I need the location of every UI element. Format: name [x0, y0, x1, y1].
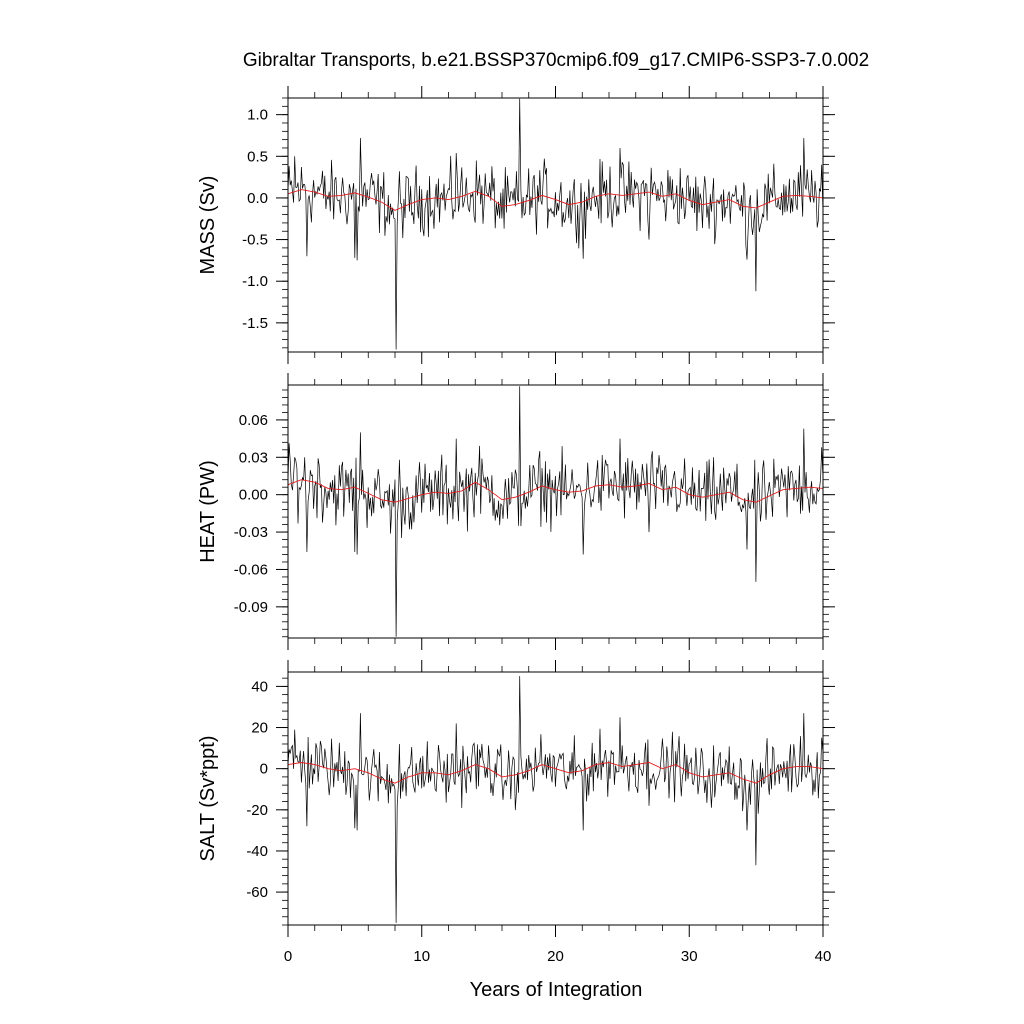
panel-2: 0.06 0.03 0.00 -0.03 -0.06 -0.09 HEAT (PW): [197, 373, 835, 650]
y-tick-label: -0.06: [234, 561, 268, 578]
y-tick-label: -0.5: [242, 232, 268, 249]
y-tick-label: 0.06: [239, 412, 268, 429]
panel-1: 1.0 0.5 0.0 -0.5 -1.0 -1.5 MASS (Sv): [197, 86, 835, 364]
x-tick-label: 30: [681, 948, 698, 965]
y-axis-label: SALT (Sv*ppt): [197, 736, 219, 862]
y-tick-label: -1.5: [242, 315, 268, 332]
y-tick-label: 0.03: [239, 449, 268, 466]
plot-frame: [287, 384, 824, 639]
y-tick-label: 0: [260, 761, 268, 778]
smoothed-series-line: [288, 479, 823, 503]
monthly-series-line: [288, 98, 823, 350]
y-tick-label: -60: [246, 884, 268, 901]
plot-frame: [287, 97, 824, 353]
smoothed-series-line: [288, 189, 823, 211]
monthly-series-line: [288, 676, 823, 923]
x-tick-label: 20: [547, 948, 564, 965]
y-tick-label: -40: [246, 843, 268, 860]
y-tick-label: 0.00: [239, 487, 268, 504]
plot-frame: [287, 671, 824, 926]
y-tick-label: -1.0: [242, 273, 268, 290]
y-tick-label: 1.0: [247, 107, 268, 124]
x-tick-label: 0: [284, 948, 292, 965]
y-tick-label: 0.5: [247, 148, 268, 165]
panel-3: 40 20 0 -20 -40 -60 0 10 20 30 40 SALT (Sv*ppt): [197, 660, 835, 965]
chart-title: Gibraltar Transports, b.e21.BSSP370cmip6…: [243, 50, 869, 71]
y-axis-label: MASS (Sv): [197, 176, 219, 275]
y-tick-label: -20: [246, 802, 268, 819]
x-tick-label: 40: [815, 948, 832, 965]
smoothed-series-line: [288, 762, 823, 784]
monthly-series-line: [288, 386, 823, 637]
x-axis-label: Years of Integration: [470, 979, 643, 1001]
x-tick-label: 10: [413, 948, 430, 965]
y-axis-label: HEAT (PW): [197, 460, 219, 563]
y-tick-label: 40: [251, 678, 268, 695]
y-tick-label: 0.0: [247, 190, 268, 207]
y-tick-label: 20: [251, 720, 268, 737]
y-tick-label: -0.09: [234, 599, 268, 616]
y-tick-label: -0.03: [234, 524, 268, 541]
